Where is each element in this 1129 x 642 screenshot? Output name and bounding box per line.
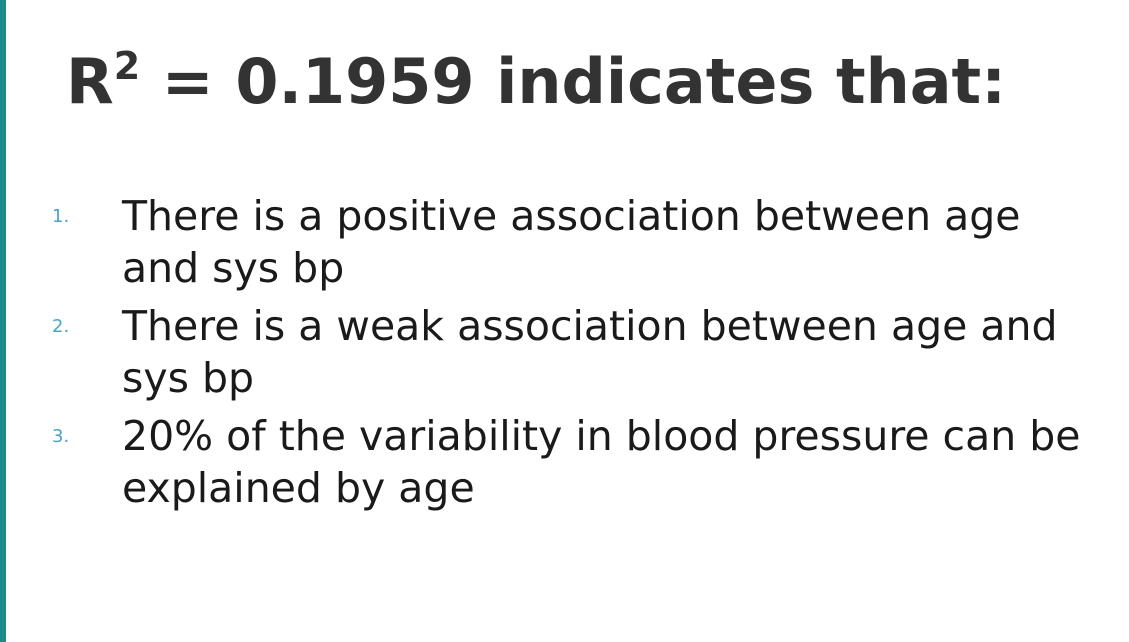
list-item: 1. There is a positive association betwe… [52, 190, 1100, 294]
accent-bar [0, 0, 6, 642]
list-item: 2. There is a weak association between a… [52, 300, 1100, 404]
title-r: R [66, 45, 114, 118]
list-item: 3. 20% of the variability in blood press… [52, 410, 1100, 514]
title-superscript: 2 [113, 44, 141, 88]
list-item-text: There is a positive association between … [122, 192, 1021, 292]
list-item-number: 1. [52, 206, 70, 227]
title-rest: = 0.1959 indicates that: [140, 45, 1006, 118]
list-item-number: 3. [52, 426, 70, 447]
list-item-text: 20% of the variability in blood pressure… [122, 412, 1081, 512]
slide-title: R2 = 0.1959 indicates that: [66, 42, 1006, 122]
answer-list: 1. There is a positive association betwe… [52, 190, 1100, 520]
list-item-text: There is a weak association between age … [122, 302, 1058, 402]
list-item-number: 2. [52, 316, 70, 337]
